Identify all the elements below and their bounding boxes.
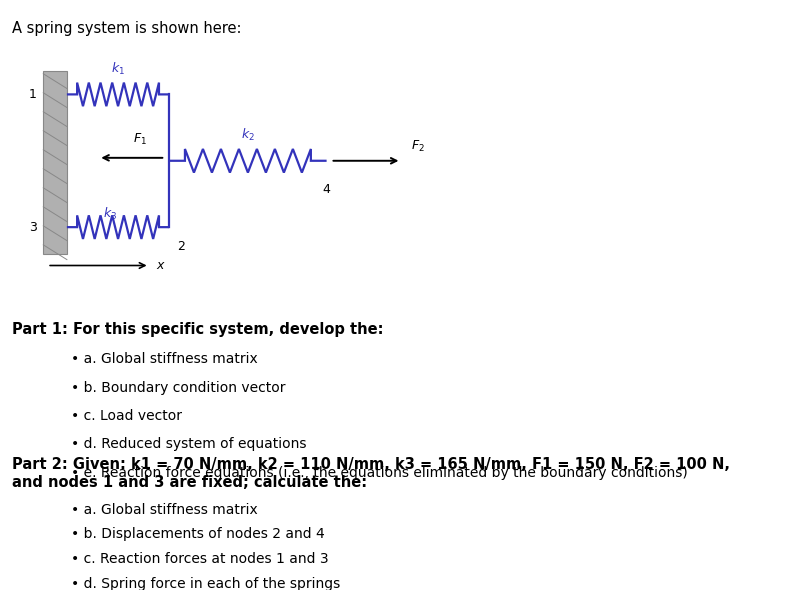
Text: $x$: $x$ xyxy=(156,259,165,272)
Text: $k_2$: $k_2$ xyxy=(241,127,255,143)
FancyBboxPatch shape xyxy=(43,71,67,254)
Text: • a. Global stiffness matrix: • a. Global stiffness matrix xyxy=(71,352,257,366)
Text: • a. Global stiffness matrix: • a. Global stiffness matrix xyxy=(71,503,257,517)
Text: • b. Boundary condition vector: • b. Boundary condition vector xyxy=(71,381,286,395)
Text: • c. Load vector: • c. Load vector xyxy=(71,409,182,423)
Text: • b. Displacements of nodes 2 and 4: • b. Displacements of nodes 2 and 4 xyxy=(71,527,324,542)
Text: $F_1$: $F_1$ xyxy=(133,132,146,147)
Text: $k_1$: $k_1$ xyxy=(111,61,125,77)
Text: 3: 3 xyxy=(29,221,37,234)
Text: Part 1: For this specific system, develop the:: Part 1: For this specific system, develo… xyxy=(12,322,383,336)
Text: 4: 4 xyxy=(323,183,331,196)
Text: $F_2$: $F_2$ xyxy=(411,139,425,154)
Text: 1: 1 xyxy=(29,88,37,101)
Text: Part 2: Given: k1 = 70 N/mm, k2 = 110 N/mm, k3 = 165 N/mm, F1 = 150 N, F2 = 100 : Part 2: Given: k1 = 70 N/mm, k2 = 110 N/… xyxy=(12,457,730,490)
Text: • c. Reaction forces at nodes 1 and 3: • c. Reaction forces at nodes 1 and 3 xyxy=(71,552,328,566)
Text: • e. Reaction force equations (i.e., the equations eliminated by the boundary co: • e. Reaction force equations (i.e., the… xyxy=(71,466,688,480)
Text: • d. Reduced system of equations: • d. Reduced system of equations xyxy=(71,437,306,451)
Text: A spring system is shown here:: A spring system is shown here: xyxy=(12,21,242,35)
Text: 2: 2 xyxy=(177,240,185,253)
Text: • d. Spring force in each of the springs: • d. Spring force in each of the springs xyxy=(71,577,340,590)
Text: $k_3$: $k_3$ xyxy=(103,206,117,222)
